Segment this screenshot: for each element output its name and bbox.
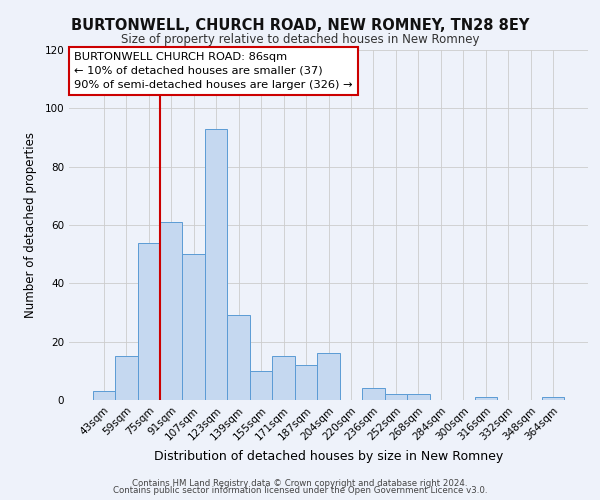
- Bar: [317, 354, 340, 400]
- Text: Contains HM Land Registry data © Crown copyright and database right 2024.: Contains HM Land Registry data © Crown c…: [132, 478, 468, 488]
- Text: BURTONWELL CHURCH ROAD: 86sqm
← 10% of detached houses are smaller (37)
90% of s: BURTONWELL CHURCH ROAD: 86sqm ← 10% of d…: [74, 52, 353, 90]
- Text: Size of property relative to detached houses in New Romney: Size of property relative to detached ho…: [121, 32, 479, 46]
- Y-axis label: Number of detached properties: Number of detached properties: [25, 132, 37, 318]
- Bar: [475, 397, 497, 400]
- Bar: [362, 388, 385, 400]
- Bar: [160, 222, 182, 400]
- Bar: [137, 242, 160, 400]
- Bar: [227, 316, 250, 400]
- X-axis label: Distribution of detached houses by size in New Romney: Distribution of detached houses by size …: [154, 450, 503, 463]
- Bar: [407, 394, 430, 400]
- Bar: [115, 356, 137, 400]
- Bar: [182, 254, 205, 400]
- Bar: [542, 397, 565, 400]
- Bar: [295, 365, 317, 400]
- Bar: [385, 394, 407, 400]
- Bar: [92, 391, 115, 400]
- Text: Contains public sector information licensed under the Open Government Licence v3: Contains public sector information licen…: [113, 486, 487, 495]
- Bar: [205, 129, 227, 400]
- Bar: [250, 371, 272, 400]
- Text: BURTONWELL, CHURCH ROAD, NEW ROMNEY, TN28 8EY: BURTONWELL, CHURCH ROAD, NEW ROMNEY, TN2…: [71, 18, 529, 32]
- Bar: [272, 356, 295, 400]
